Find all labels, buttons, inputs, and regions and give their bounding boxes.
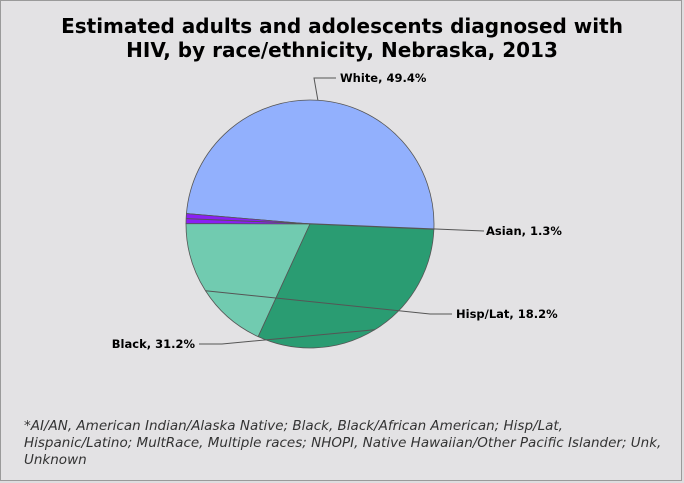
leader-line-hisp-lat xyxy=(205,290,452,315)
pie-labels: White, 49.4% Asian, 1.3% Hisp/Lat, 18.2% Bl… xyxy=(112,71,563,351)
footnote: *AI/AN, American Indian/Alaska Native; B… xyxy=(24,418,662,468)
slice-label-hisp-lat: Hisp/Lat, 18.2% xyxy=(456,307,558,321)
slice-label-asian: Asian, 1.3% xyxy=(486,224,562,238)
slice-label-black: Black, 31.2% xyxy=(112,337,196,351)
chart-title-line-1: Estimated adults and adolescents diagnos… xyxy=(61,14,623,38)
leader-line-black xyxy=(199,329,375,345)
chart-title: Estimated adults and adolescents diagnos… xyxy=(0,14,684,62)
pie-slice-hisp-lat xyxy=(185,223,311,338)
pie-slice-white xyxy=(186,99,435,230)
slice-label-white: White, 49.4% xyxy=(340,71,427,85)
leader-line-white xyxy=(313,77,336,101)
chart-title-line-2: HIV, by race/ethnicity, Nebraska, 2013 xyxy=(126,38,558,62)
leader-line-asian xyxy=(186,218,485,232)
pie-leader-lines xyxy=(186,77,485,345)
